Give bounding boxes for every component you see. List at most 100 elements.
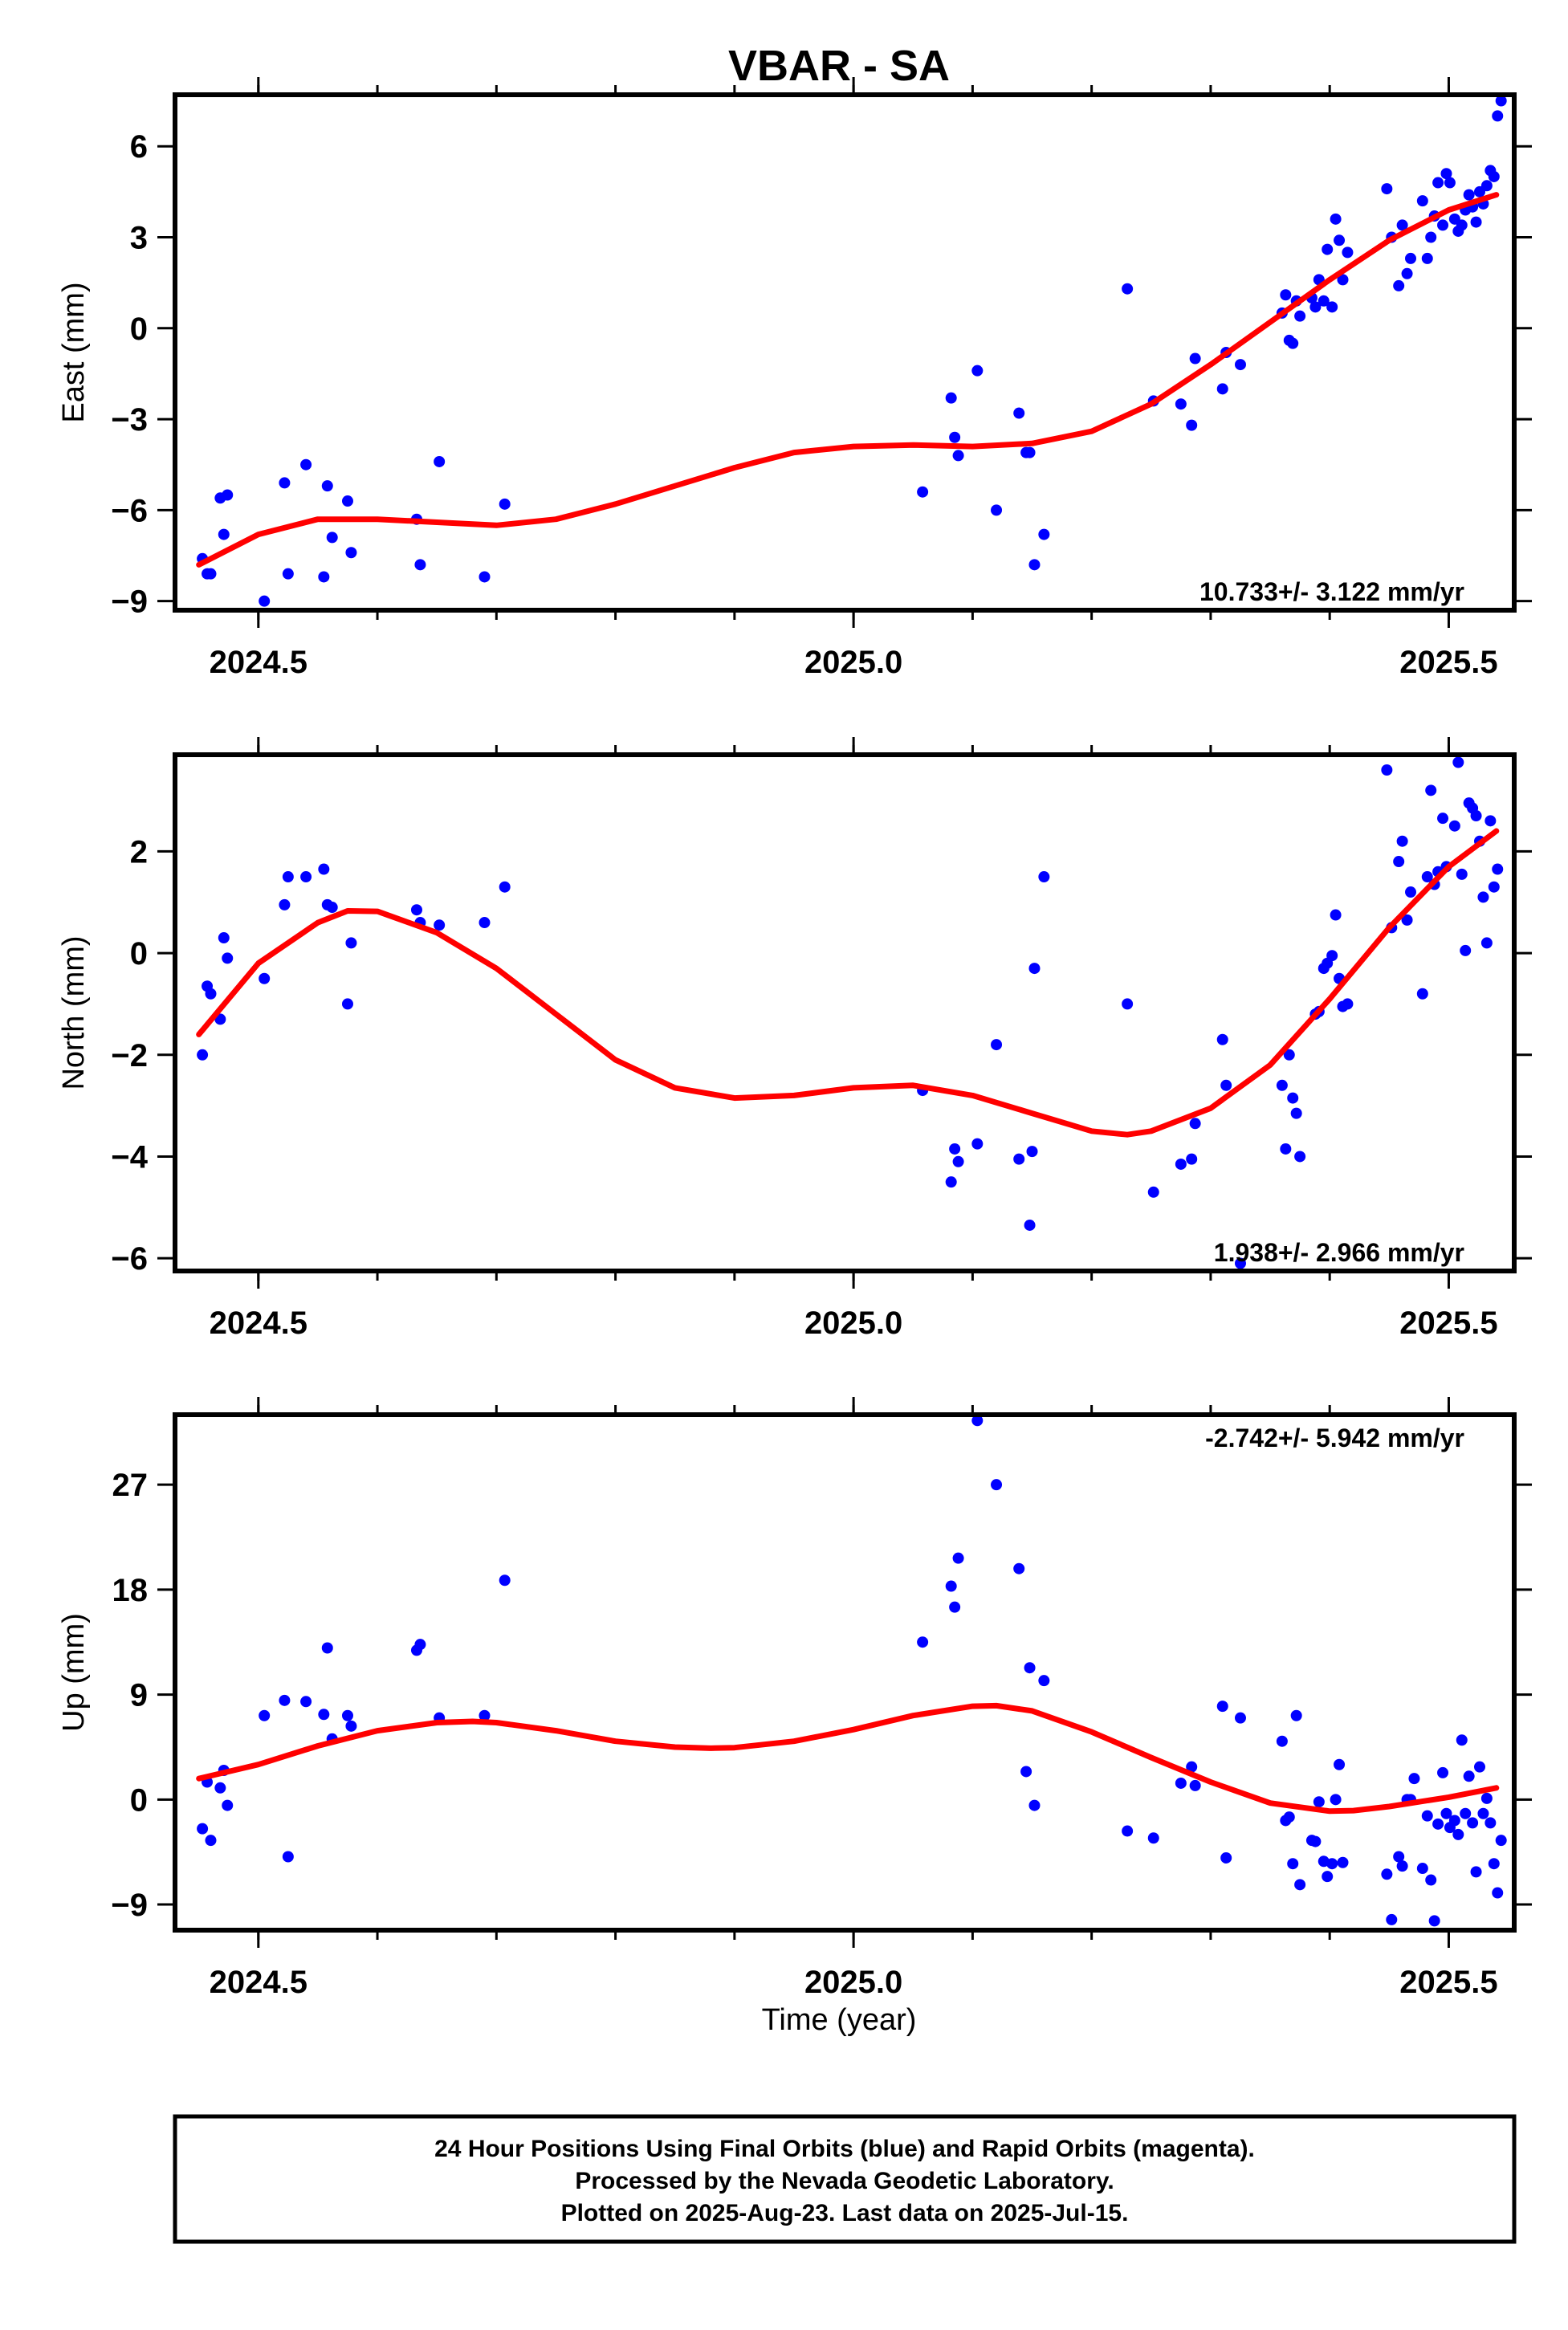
y-axis-label: North (mm) — [57, 935, 91, 1090]
data-point — [282, 1851, 294, 1863]
data-point — [945, 1176, 957, 1188]
y-tick-label: 18 — [112, 1573, 149, 1608]
plot-frame — [173, 1412, 1517, 1933]
data-point — [1425, 1874, 1437, 1886]
data-point — [222, 952, 234, 964]
x-tick-label: 2025.0 — [804, 1306, 902, 1341]
y-tick-label: 2 — [130, 834, 148, 870]
data-point — [971, 1138, 984, 1150]
data-point — [1425, 231, 1437, 243]
data-point — [1448, 820, 1460, 832]
x-axis-label: Time (year) — [762, 2003, 917, 2037]
data-point — [282, 568, 294, 580]
data-point — [259, 595, 271, 607]
y-tick-label: 6 — [130, 129, 148, 165]
data-point — [1189, 352, 1201, 365]
data-point — [205, 988, 217, 1000]
data-point — [318, 1709, 330, 1721]
data-point — [279, 898, 291, 910]
data-point — [1337, 1856, 1349, 1868]
data-point — [1396, 219, 1408, 231]
panels: 2024.5 2025.0 2025.5 −9 −6 −3 0 3 6 East (mm) 10.7… — [57, 77, 1532, 2000]
data-point — [1189, 1779, 1201, 1791]
data-point — [1405, 252, 1417, 264]
data-point — [1474, 1761, 1486, 1773]
data-point — [1401, 267, 1413, 279]
data-point — [197, 1823, 209, 1835]
data-point — [1342, 998, 1354, 1010]
data-point — [214, 1782, 226, 1794]
data-point — [1020, 1766, 1032, 1778]
y-tick-label: 0 — [130, 312, 148, 347]
panel-3: 2024.5 2025.0 2025.5 −9 0 9 18 27 Up (mm) -2.742+… — [57, 1397, 1532, 2000]
x-tick-label: 2025.5 — [1399, 1306, 1497, 1341]
data-point — [1432, 177, 1444, 189]
data-point — [1463, 1770, 1475, 1782]
data-point — [1026, 1146, 1038, 1158]
data-point — [205, 1835, 217, 1847]
data-point — [434, 919, 446, 931]
panel-2: 2024.5 2025.0 2025.5 −6 −4 −2 0 2 North (mm) 1.93… — [57, 737, 1532, 1341]
data-point — [1437, 1766, 1449, 1778]
data-point — [1470, 810, 1482, 822]
data-point — [1234, 1257, 1246, 1269]
rate-annotation: 10.733+/- 3.122 mm/yr — [1199, 577, 1464, 606]
data-point — [1386, 1913, 1398, 1925]
data-point — [1416, 1863, 1428, 1875]
data-point — [1290, 1709, 1302, 1721]
data-point — [321, 1642, 333, 1654]
plot-frame — [173, 752, 1517, 1273]
data-point — [1463, 189, 1475, 201]
data-point — [1283, 1811, 1295, 1823]
footer-line-2: Processed by the Nevada Geodetic Laborat… — [575, 2168, 1114, 2194]
data-point — [991, 1479, 1003, 1491]
data-point — [414, 1639, 426, 1651]
data-point — [1038, 528, 1050, 540]
data-point — [1405, 886, 1417, 898]
data-point — [1467, 1817, 1479, 1829]
data-point — [1276, 1079, 1288, 1091]
data-point — [1381, 764, 1393, 776]
x-tick-label: 2025.5 — [1399, 1965, 1497, 2000]
data-point — [1013, 407, 1025, 419]
trend-fit-line — [196, 192, 1500, 568]
data-point — [1028, 1799, 1041, 1811]
data-point — [1396, 1860, 1408, 1872]
data-point — [971, 1415, 984, 1427]
data-point — [479, 1709, 491, 1721]
y-axis-label: East (mm) — [57, 282, 91, 422]
data-point — [1477, 1807, 1489, 1819]
data-point — [410, 904, 422, 916]
y-tick-label: −3 — [111, 402, 148, 438]
data-point — [1175, 1158, 1187, 1170]
data-point — [1393, 279, 1405, 291]
data-point — [1477, 891, 1489, 903]
data-point — [1408, 1773, 1420, 1785]
data-point — [341, 998, 353, 1010]
data-point — [282, 871, 294, 883]
y-tick-label: −6 — [111, 493, 148, 528]
data-point — [1147, 1832, 1159, 1844]
data-point — [1421, 252, 1433, 264]
data-point — [1186, 1153, 1198, 1165]
data-point — [1186, 419, 1198, 431]
footer-frame — [173, 2114, 1517, 2244]
data-point — [1456, 868, 1468, 880]
data-point — [1337, 274, 1349, 286]
x-tick-label: 2025.5 — [1399, 645, 1497, 680]
data-point — [499, 498, 511, 510]
data-point — [1440, 1807, 1452, 1819]
data-point — [318, 571, 330, 583]
data-points — [197, 756, 1504, 1269]
data-point — [949, 431, 961, 443]
data-point — [1396, 835, 1408, 847]
data-point — [1381, 183, 1393, 195]
data-point — [1330, 213, 1342, 225]
data-point — [1287, 337, 1299, 349]
data-point — [1452, 756, 1464, 768]
plot-frame — [173, 92, 1517, 613]
x-tick-label: 2025.0 — [804, 1965, 902, 2000]
data-point — [1401, 914, 1413, 926]
data-point — [1428, 1915, 1440, 1927]
